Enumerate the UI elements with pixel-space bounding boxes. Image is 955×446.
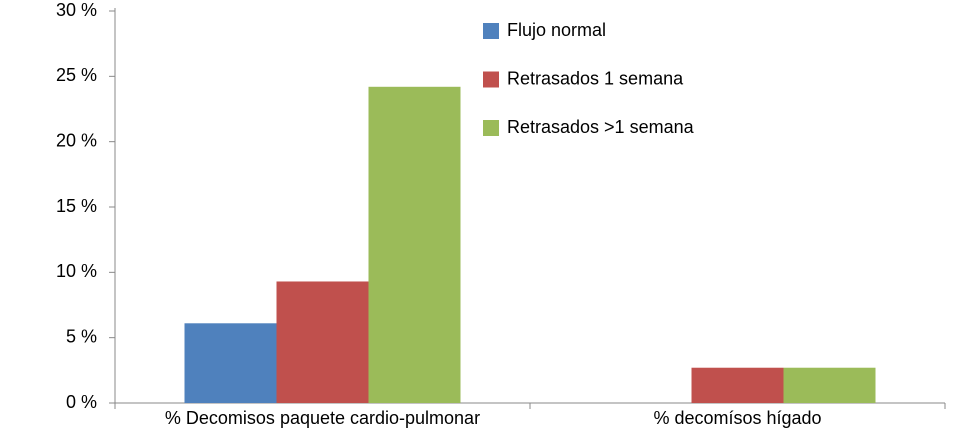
y-tick-label: 15 % (56, 196, 97, 216)
y-tick-label: 5 % (66, 326, 97, 346)
y-tick-label: 20 % (56, 130, 97, 150)
legend-swatch (483, 23, 499, 39)
legend-swatch (483, 120, 499, 136)
bar (184, 323, 277, 403)
y-tick-label: 25 % (56, 65, 97, 85)
bar (691, 367, 784, 403)
y-tick-label: 0 % (66, 392, 97, 412)
bar (783, 367, 876, 403)
legend-label: Flujo normal (507, 20, 606, 40)
bar (276, 281, 369, 403)
legend-label: Retrasados 1 semana (507, 68, 684, 88)
legend-swatch (483, 71, 499, 88)
legend-label: Retrasados >1 semana (507, 117, 695, 137)
x-tick-label: % Decomisos paquete cardio-pulmonar (165, 408, 480, 428)
y-tick-label: 30 % (56, 0, 97, 20)
y-tick-label: 10 % (56, 261, 97, 281)
x-tick-label: % decomísos hígado (653, 408, 821, 428)
bar (368, 86, 461, 403)
